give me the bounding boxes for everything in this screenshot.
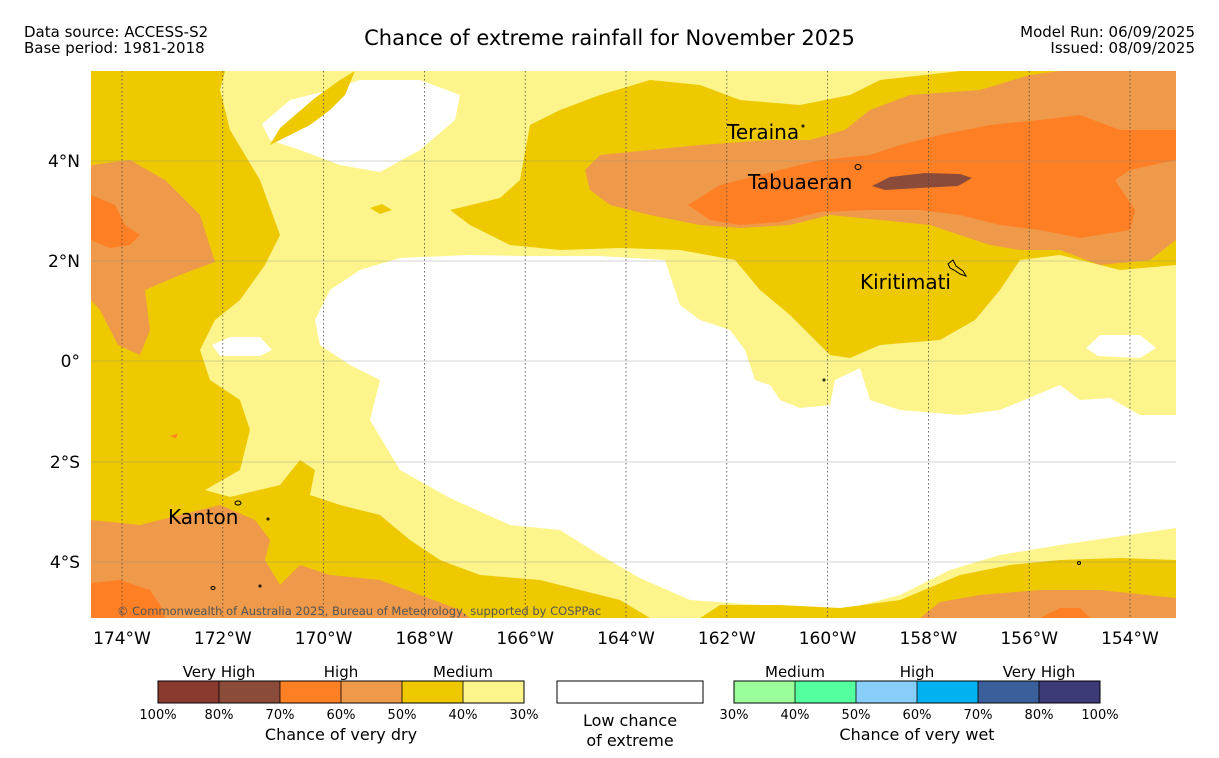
legend-dry-tick: 60% [327, 708, 356, 723]
legend-low: Low chance of extreme [556, 680, 704, 750]
lon-label: 156°W [1000, 629, 1058, 649]
legend-dry-tick: 40% [449, 708, 478, 723]
legend-wet-tick: 60% [903, 708, 932, 723]
legend-dry-header: Medium [433, 663, 493, 681]
model-run-text: Model Run: 06/09/2025 [1020, 23, 1195, 41]
lat-axis-labels: 4°N 2°N 0° 2°S 4°S [48, 152, 80, 573]
high-dry-light-region [91, 160, 215, 355]
lon-label: 170°W [295, 629, 353, 649]
legend-wet-header: Medium [765, 663, 825, 681]
medium-dry-region [270, 71, 355, 145]
legend-swatch [341, 681, 402, 703]
lon-label: 166°W [496, 629, 554, 649]
legend-swatch [1039, 681, 1100, 703]
lat-label: 2°S [50, 453, 80, 473]
medium-dry-region [91, 71, 650, 618]
legend-wet-tick: 40% [781, 708, 810, 723]
island-icon [801, 124, 805, 128]
high-dry-region [91, 195, 140, 248]
lon-gridlines [121, 71, 1131, 618]
legend-low-caption: Low chance [583, 711, 677, 730]
legend-swatch [158, 681, 219, 703]
legend-wet-header: Very High [1003, 663, 1076, 681]
legend-wet-caption: Chance of very wet [839, 725, 994, 744]
legend-dry-tick: 70% [266, 708, 295, 723]
island-icon [266, 517, 270, 521]
lat-label: 4°S [50, 553, 80, 573]
lon-label: 160°W [799, 629, 857, 649]
high-dry-region [91, 580, 165, 618]
lat-label: 4°N [48, 152, 80, 172]
legend-dry-tick: 50% [388, 708, 417, 723]
high-dry-region [1040, 608, 1090, 618]
legend-swatch [556, 680, 704, 704]
legend-swatch [795, 681, 856, 703]
legend-swatch [219, 681, 280, 703]
high-dry-region [170, 434, 178, 438]
place-label-tabuaeran: Tabuaeran [747, 170, 852, 194]
island-icon [258, 584, 262, 588]
place-label-teraina: Teraina [726, 120, 799, 144]
lon-label: 168°W [396, 629, 454, 649]
low-chance-patch [212, 337, 272, 356]
base-period-text: Base period: 1981-2018 [24, 39, 205, 57]
island-icon [210, 586, 216, 590]
lon-label: 172°W [194, 629, 252, 649]
legend-swatch [402, 681, 463, 703]
kiritimati-island-icon [947, 259, 968, 277]
island-icon [822, 378, 826, 382]
kanton-island-icon [234, 500, 242, 506]
low-chance-patch [1086, 335, 1156, 358]
legend-dry-header: Very High [183, 663, 256, 681]
legend-dry-caption: Chance of very dry [265, 725, 417, 744]
legend-dry-header: High [324, 663, 358, 681]
header-right: Model Run: 06/09/2025 Issued: 08/09/2025 [1020, 24, 1195, 56]
place-label-kiritimati: Kiritimati [860, 270, 951, 294]
legend-swatch [917, 681, 978, 703]
header-left: Data source: ACCESS-S2 Base period: 1981… [24, 24, 208, 56]
lon-label: 164°W [597, 629, 655, 649]
place-label-kanton: Kanton [168, 505, 238, 529]
legend-wet-tick: 50% [842, 708, 871, 723]
legend-wet-tick: 70% [964, 708, 993, 723]
legend-dry-tick: 80% [205, 708, 234, 723]
legend-dry-tick: 100% [139, 708, 176, 723]
lon-label: 154°W [1101, 629, 1159, 649]
legend-wet: Medium High Very High 30% 40% 50% 60% 70… [720, 663, 1119, 744]
legend-wet-header: High [900, 663, 934, 681]
map-area: Teraina Tabuaeran Kiritimati Kanton © Co… [91, 71, 1176, 618]
page-title: Chance of extreme rainfall for November … [364, 26, 855, 50]
legend-swatch [463, 681, 524, 703]
lat-label: 2°N [48, 252, 80, 272]
lat-gridlines [91, 160, 1176, 563]
island-outlines [210, 124, 1081, 590]
legend-swatch [280, 681, 341, 703]
legend-wet-tick: 80% [1025, 708, 1054, 723]
medium-dry-region [370, 204, 392, 214]
island-icon [1077, 561, 1081, 565]
issued-text: Issued: 08/09/2025 [1050, 39, 1195, 57]
lon-label: 162°W [698, 629, 756, 649]
lon-label: 158°W [900, 629, 958, 649]
legend-swatch [978, 681, 1039, 703]
tabuaeran-island-icon [854, 164, 862, 170]
lon-label: 174°W [93, 629, 151, 649]
legend-swatch [734, 681, 795, 703]
copyright-text: © Commonwealth of Australia 2025, Bureau… [117, 604, 601, 618]
high-dry-light-region [91, 505, 470, 618]
very-high-dry-region [872, 173, 972, 190]
high-dry-light-region [920, 590, 1176, 618]
legend-low-caption: of extreme [586, 731, 673, 750]
legend-swatch [856, 681, 917, 703]
legend-wet-tick: 30% [720, 708, 749, 723]
lat-label: 0° [61, 352, 80, 372]
legend-wet-tick: 100% [1081, 708, 1118, 723]
lon-axis-labels: 174°W 172°W 170°W 168°W 166°W 164°W 162°W 160°W… [93, 629, 1159, 649]
data-source-text: Data source: ACCESS-S2 [24, 23, 209, 41]
legend-dry: Very High High Medium 100% 80% 70% 60% 5… [139, 663, 538, 744]
legend-dry-tick: 30% [510, 708, 539, 723]
